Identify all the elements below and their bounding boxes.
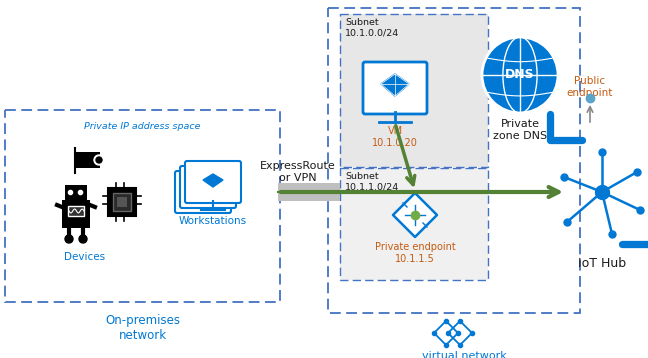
Circle shape [79, 235, 87, 243]
Bar [340, 14, 488, 167]
Polygon shape [198, 179, 218, 192]
Bar [65, 185, 87, 201]
Text: Private
zone DNS: Private zone DNS [493, 119, 547, 141]
FancyBboxPatch shape [175, 171, 231, 213]
Polygon shape [193, 184, 213, 197]
Circle shape [96, 157, 102, 163]
Text: VM
10.1.0.20: VM 10.1.0.20 [372, 126, 418, 147]
Circle shape [94, 155, 104, 165]
Polygon shape [393, 193, 437, 237]
Bar [62, 200, 90, 228]
Circle shape [482, 37, 558, 113]
Bar [5, 110, 280, 302]
FancyBboxPatch shape [76, 152, 100, 168]
FancyBboxPatch shape [185, 161, 241, 203]
Text: Subnet
10.1.0.0/24: Subnet 10.1.0.0/24 [345, 18, 399, 37]
Bar [340, 168, 488, 280]
Bar [117, 197, 127, 207]
Text: Public
endpoint: Public endpoint [567, 76, 613, 98]
Text: Devices: Devices [64, 252, 106, 262]
Bar [108, 188, 136, 216]
Polygon shape [381, 74, 409, 96]
Polygon shape [203, 174, 223, 187]
Bar [328, 8, 580, 313]
Text: Workstations: Workstations [179, 216, 247, 226]
Text: virtual network
10.1.0.0/16: virtual network 10.1.0.0/16 [422, 351, 506, 358]
Text: IoT Hub: IoT Hub [578, 257, 626, 270]
Text: On-premises
network: On-premises network [105, 314, 180, 342]
Bar [340, 168, 488, 280]
Bar [68, 206, 84, 216]
Circle shape [65, 235, 73, 243]
Text: ExpressRoute
or VPN: ExpressRoute or VPN [260, 161, 336, 183]
Text: DNS: DNS [505, 68, 535, 82]
Bar [113, 193, 131, 211]
Bar [340, 14, 488, 167]
Text: Private IP address space: Private IP address space [84, 122, 201, 131]
Text: Private endpoint
10.1.1.5: Private endpoint 10.1.1.5 [375, 242, 456, 263]
FancyBboxPatch shape [180, 166, 236, 208]
Bar [278, 183, 340, 201]
Text: Subnet
10.1.1.0/24: Subnet 10.1.1.0/24 [345, 172, 399, 192]
FancyBboxPatch shape [363, 62, 427, 114]
